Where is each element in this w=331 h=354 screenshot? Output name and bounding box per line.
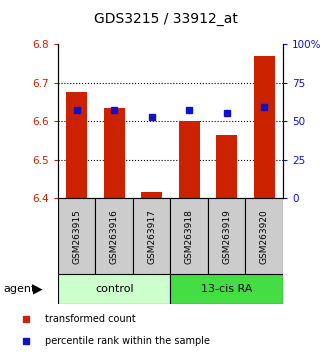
Text: GDS3215 / 33912_at: GDS3215 / 33912_at — [94, 12, 237, 27]
Bar — [170, 198, 208, 274]
Bar — [170, 274, 283, 304]
Bar — [104, 108, 124, 198]
Bar — [254, 56, 274, 198]
Text: GSM263919: GSM263919 — [222, 209, 231, 264]
Bar — [216, 135, 237, 198]
Bar — [141, 193, 162, 198]
Text: agent: agent — [3, 284, 36, 295]
Bar — [66, 92, 87, 198]
Text: control: control — [95, 284, 133, 295]
Bar — [179, 121, 200, 198]
Bar — [58, 198, 95, 274]
Text: GSM263920: GSM263920 — [260, 209, 269, 264]
Bar — [58, 274, 170, 304]
Text: ▶: ▶ — [33, 283, 43, 296]
Bar — [208, 198, 246, 274]
Text: GSM263915: GSM263915 — [72, 209, 81, 264]
Text: 13-cis RA: 13-cis RA — [201, 284, 253, 295]
Text: percentile rank within the sample: percentile rank within the sample — [45, 336, 210, 346]
Text: GSM263918: GSM263918 — [185, 209, 194, 264]
Text: transformed count: transformed count — [45, 314, 135, 324]
Text: GSM263917: GSM263917 — [147, 209, 156, 264]
Text: GSM263916: GSM263916 — [110, 209, 119, 264]
Bar — [133, 198, 170, 274]
Bar — [95, 198, 133, 274]
Bar — [246, 198, 283, 274]
